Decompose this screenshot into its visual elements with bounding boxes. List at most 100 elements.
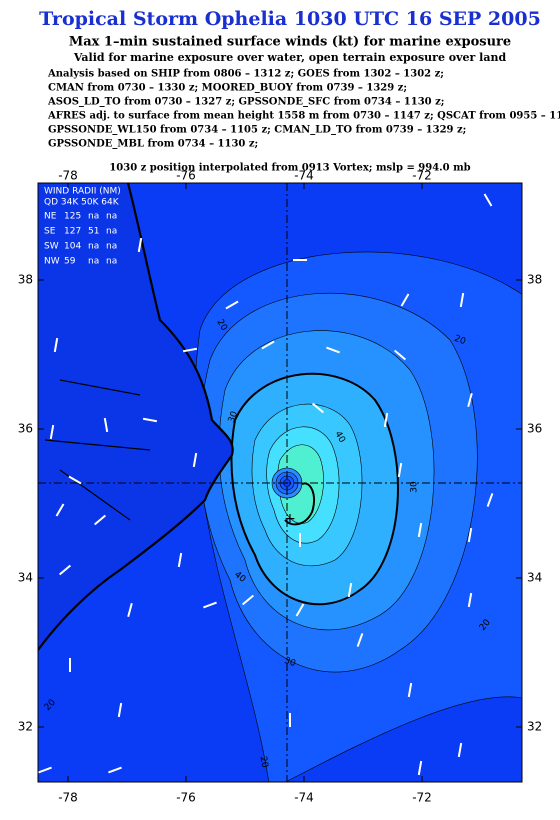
radii-cell: NW	[44, 257, 60, 267]
analysis-line: Analysis based on SHIP from 0806 – 1312 …	[47, 69, 444, 80]
lon-label: -74	[294, 169, 314, 183]
title: Tropical Storm Ophelia 1030 UTC 16 SEP 2…	[39, 8, 541, 30]
wind-vector	[326, 346, 340, 354]
wind-vector	[117, 702, 123, 718]
radii-cell: 125	[64, 212, 81, 222]
wind-vector	[58, 564, 72, 576]
wind-vector	[38, 766, 52, 774]
wind-vector	[177, 552, 183, 568]
wind-vector	[68, 475, 82, 485]
analysis-line: ASOS_LD_TO from 0730 – 1327 z; GPSSONDE_…	[47, 97, 444, 108]
analysis-line: GPSSONDE_MBL from 0734 – 1130 z;	[48, 139, 258, 150]
wind-vector	[108, 766, 122, 774]
radii-cell: 59	[64, 257, 76, 267]
contour-label: 20	[258, 756, 270, 769]
wind-vector	[182, 347, 198, 353]
radii-cell: NE	[44, 212, 57, 222]
wind-vector	[393, 349, 407, 361]
wind-vector	[417, 522, 423, 538]
lon-label: -78	[58, 791, 78, 805]
valid-note: Valid for marine exposure over water, op…	[73, 51, 507, 64]
wind-vector	[127, 602, 133, 618]
radii-cell: na	[106, 212, 117, 222]
radii-cell: na	[88, 212, 99, 222]
wind-vector	[397, 462, 403, 478]
radii-cell: na	[88, 242, 99, 252]
wind-vector	[311, 402, 325, 414]
wind-vector	[93, 514, 107, 526]
wind-vector	[467, 527, 473, 543]
radii-cell: na	[106, 242, 117, 252]
wind-vector	[467, 592, 473, 608]
contour-label: 30	[283, 656, 297, 669]
contour	[284, 482, 316, 526]
radii-cell: SE	[44, 227, 56, 237]
wind-vector	[417, 760, 423, 776]
wind-vector	[103, 417, 109, 433]
lat-label: 32	[18, 720, 33, 734]
wind-vector	[295, 603, 305, 617]
wind-vector	[203, 601, 217, 609]
contour-label: 20	[453, 334, 467, 347]
radii-cell: SW	[44, 242, 59, 252]
wind-vector	[407, 682, 413, 698]
wind-vector	[55, 503, 65, 517]
wind-vector	[400, 293, 410, 307]
wind-vector	[241, 594, 255, 606]
lon-label: -76	[176, 791, 196, 805]
lat-label: 32	[527, 720, 542, 734]
wind-vector	[142, 417, 158, 423]
frame	[37, 182, 523, 783]
position-note: 1030 z position interpolated from 0913 V…	[109, 163, 470, 174]
lat-label: 38	[527, 273, 542, 287]
radii-cell: na	[106, 257, 117, 267]
lon-label: -72	[412, 169, 432, 183]
center-marker: +	[284, 511, 296, 527]
radii-cell: na	[88, 257, 99, 267]
coastline	[38, 183, 234, 651]
wind-vector	[225, 300, 239, 310]
analysis-line: GPSSONDE_WL150 from 0734 – 1105 z; CMAN_…	[48, 125, 466, 136]
wind-vector	[137, 237, 143, 253]
wind-vector	[192, 452, 198, 468]
wind-vector	[457, 742, 463, 758]
wind-vector	[53, 337, 59, 353]
radii-cell: 51	[88, 227, 99, 237]
lon-label: -76	[176, 169, 196, 183]
contour-label: 30	[227, 410, 240, 424]
radii-header: QD 34K 50K 64K	[44, 198, 120, 208]
lon-label: -72	[412, 791, 432, 805]
lat-label: 34	[18, 571, 33, 585]
wind-vector	[261, 340, 275, 350]
lat-label: 36	[18, 422, 33, 436]
axis-ticks: -78 -78 -76 -76 -74 -74 -72 -72 38 38 36 36 34 34 32 32	[18, 169, 543, 805]
lat-label: 34	[527, 571, 542, 585]
contour-label: 30	[410, 481, 420, 493]
analysis-line: AFRES adj. to surface from mean height 1…	[47, 111, 560, 122]
wind-vector	[483, 193, 493, 207]
wind-vectors	[38, 193, 494, 776]
wind-vector	[347, 582, 353, 598]
wind-vector	[383, 412, 389, 428]
wind-vector	[459, 292, 465, 308]
analysis-line: CMAN from 0730 – 1330 z; MOORED_BUOY fro…	[48, 83, 407, 94]
wind-vector	[486, 493, 494, 507]
lon-label: -78	[58, 169, 78, 183]
wind-vector	[49, 424, 55, 440]
lat-label: 36	[527, 422, 542, 436]
radii-cell: 104	[64, 242, 81, 252]
analysis-block: Analysis based on SHIP from 0806 – 1312 …	[47, 69, 560, 150]
lon-label: -74	[294, 791, 314, 805]
wind-vector	[356, 633, 364, 647]
radii-cell: 127	[64, 227, 81, 237]
radii-cell: na	[106, 227, 117, 237]
subtitle: Max 1–min sustained surface winds (kt) f…	[69, 35, 511, 50]
land	[38, 183, 233, 650]
lat-label: 38	[18, 273, 33, 287]
wind-vector	[467, 392, 473, 408]
